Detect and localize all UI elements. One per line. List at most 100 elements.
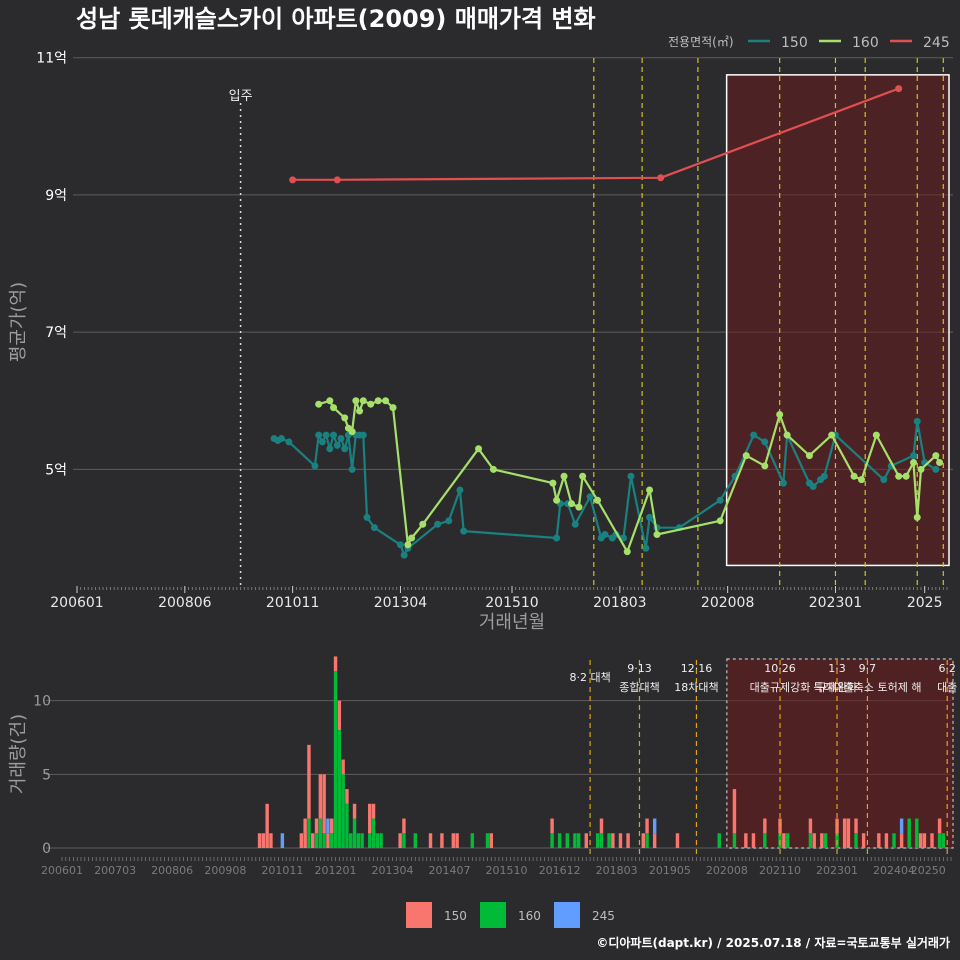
volume-bar-160: [645, 833, 649, 848]
volume-bar-245: [326, 818, 330, 834]
data-point-160: [742, 452, 750, 460]
data-point-150: [571, 520, 579, 528]
volume-bar-150: [599, 818, 604, 834]
data-point-160: [404, 541, 412, 549]
volume-x-tick-label: 200806: [151, 864, 193, 877]
volume-bar-160: [823, 833, 828, 848]
data-point-160: [356, 407, 364, 415]
volume-bar-160: [368, 833, 372, 848]
volume-bar-160: [550, 833, 554, 848]
data-point-160: [408, 534, 416, 542]
price-x-tick-label: 202008: [701, 595, 754, 611]
volume-x-tick-label: 201905: [649, 864, 691, 877]
volume-bar-160: [402, 833, 406, 848]
volume-x-tick-label: 200601: [41, 864, 83, 877]
volume-bar-160: [345, 803, 349, 848]
policy-label-name: 종합대책: [619, 681, 659, 694]
volume-x-minor-ticks: [61, 857, 952, 861]
legend-label-160: 160: [852, 35, 879, 51]
data-point-150: [456, 486, 464, 494]
data-point-160: [567, 500, 575, 508]
data-point-160: [828, 431, 836, 439]
data-point-150: [932, 465, 940, 473]
data-point-160: [902, 472, 910, 480]
data-point-245: [289, 176, 297, 184]
volume-bar-150: [675, 833, 680, 848]
volume-bar-160: [763, 833, 767, 848]
volume-bar-150: [884, 833, 889, 848]
volume-policy-lines: 8·2 대책 9·13 종합대책 12·16 18차대책 10·26 대출규제강화 1·3 규제…: [569, 660, 957, 858]
volume-bar-160: [371, 818, 376, 848]
data-point-150: [586, 493, 594, 501]
data-point-150: [337, 434, 345, 442]
data-point-150: [370, 524, 378, 532]
volume-bar-150: [842, 818, 847, 848]
volume-bar-160: [915, 818, 919, 848]
volume-bar-150: [265, 803, 269, 848]
volume-bar-150: [314, 818, 319, 834]
volume-highlight-box: [726, 658, 954, 849]
volume-bar-160: [573, 833, 577, 848]
data-point-160: [419, 520, 427, 528]
series-line-245: [292, 87, 900, 181]
legend-swatch-245: [554, 902, 580, 928]
legend-bar-label-150: 150: [444, 909, 467, 923]
volume-bar-150: [820, 833, 824, 848]
volume-bar-150: [626, 833, 630, 848]
volume-bar-150: [584, 833, 588, 848]
volume-bar-150: [269, 833, 273, 848]
volume-bar-150: [299, 833, 304, 848]
data-point-160: [623, 548, 631, 556]
data-point-160: [936, 459, 944, 467]
data-point-160: [330, 404, 338, 412]
policy-label-date: 10·26: [764, 662, 796, 675]
volume-bar-150: [257, 833, 262, 848]
volume-bar-150: [808, 818, 813, 834]
data-point-160: [716, 517, 724, 525]
volume-bar-150: [455, 833, 459, 848]
volume-bar-150: [440, 833, 444, 848]
volume-bar-160: [413, 833, 418, 848]
price-x-tick-label: 200601: [50, 595, 103, 611]
volume-bar-160: [314, 833, 319, 848]
volume-x-tick-label: 201304: [372, 864, 414, 877]
data-point-160: [389, 404, 397, 412]
volume-y-tick-label: 5: [42, 767, 51, 783]
volume-bar-150: [854, 818, 858, 834]
volume-bar-150: [618, 833, 623, 848]
volume-bar-160: [717, 833, 721, 848]
data-point-160: [895, 472, 903, 480]
policy-label-date: 8·2 대책: [569, 671, 610, 684]
volume-bar-150: [451, 833, 456, 848]
data-point-160: [315, 400, 323, 408]
data-point-150: [910, 452, 918, 460]
volume-bar-160: [907, 818, 911, 848]
price-x-ticks: 200601 200806 201011 201304 201510 201803 2020…: [50, 586, 943, 611]
volume-x-ticks: 200601 200703 200806 200908 201011 201201 2013…: [41, 864, 946, 877]
volume-bar-150: [744, 833, 748, 848]
data-point-150: [400, 551, 408, 559]
volume-bar-160: [349, 833, 353, 848]
data-point-160: [910, 459, 918, 467]
volume-bar-150: [307, 744, 311, 819]
price-x-tick-label: 200806: [158, 595, 212, 611]
legend-label-245: 245: [923, 35, 950, 51]
data-point-160: [805, 452, 813, 460]
data-point-150: [620, 534, 628, 542]
volume-bar-160: [341, 774, 345, 848]
volume-bar-160: [330, 833, 334, 848]
volume-bar-150: [261, 833, 266, 848]
price-x-tick-label: 201510: [485, 595, 538, 611]
price-x-tick-label: 2025: [907, 595, 943, 611]
volume-bar-160: [732, 833, 737, 848]
data-point-150: [318, 438, 326, 446]
data-point-150: [341, 445, 349, 453]
volume-x-tick-label: 202110: [759, 864, 801, 877]
volume-bar-160: [333, 671, 338, 848]
price-y-ticks: 5억 7억 9억 11억: [36, 51, 67, 479]
data-point-160: [560, 472, 568, 480]
data-point-150: [285, 438, 293, 446]
price-x-axis-label: 거래년월: [479, 612, 545, 633]
volume-bar-160: [599, 833, 604, 848]
